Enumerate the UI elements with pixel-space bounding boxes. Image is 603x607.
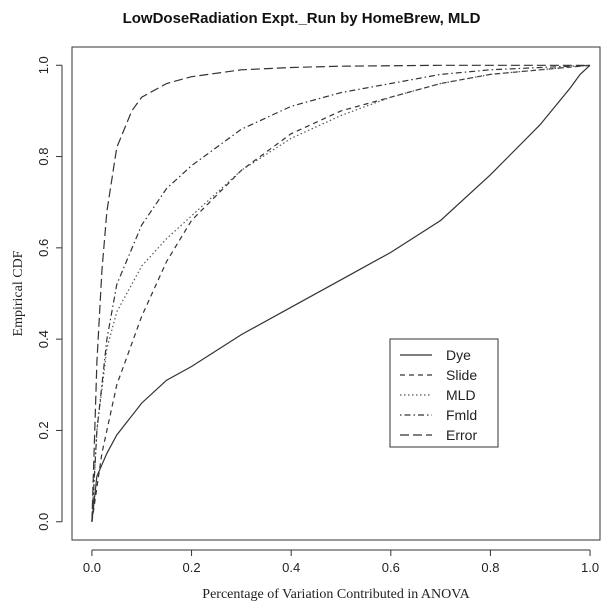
y-tick-label: 0.6 (36, 239, 51, 257)
x-axis-title: Percentage of Variation Contributed in A… (202, 587, 470, 602)
series-group (91, 64, 591, 522)
y-axis-title: Empirical CDF (11, 250, 26, 336)
y-tick-label: 0.4 (36, 330, 51, 348)
series-line-mld (91, 64, 591, 522)
x-tick-label: 0.4 (282, 560, 300, 575)
plot-frame (71, 46, 601, 541)
y-tick-label: 0.0 (36, 513, 51, 531)
y-tick-label: 1.0 (36, 56, 51, 74)
chart-title: LowDoseRadiation Expt._Run by HomeBrew, … (122, 10, 481, 27)
legend-label-slide: Slide (446, 367, 477, 383)
series-line-dye (91, 64, 591, 522)
x-tick-label: 0.8 (481, 560, 499, 575)
x-tick-label: 0.2 (183, 560, 201, 575)
x-tick-label: 0.6 (382, 560, 400, 575)
x-tick-label: 1.0 (581, 560, 599, 575)
legend-label-fmld: Fmld (446, 407, 477, 423)
legend-label-error: Error (446, 427, 477, 443)
axes: 0.0 0.2 0.4 0.6 0.8 1.0 0.0 0.2 0.4 0.6 0.8 1.0 (36, 56, 599, 575)
legend: Dye Slide MLD Fmld Error (389, 338, 499, 448)
legend-box (389, 338, 499, 448)
legend-label-dye: Dye (446, 347, 471, 363)
y-tick-label: 0.2 (36, 421, 51, 439)
legend-label-mld: MLD (446, 387, 476, 403)
series-line-error (91, 64, 590, 522)
series-line-slide (91, 64, 591, 522)
series-line-fmld (91, 64, 591, 522)
x-tick-label: 0.0 (83, 560, 101, 575)
y-tick-label: 0.8 (36, 148, 51, 166)
